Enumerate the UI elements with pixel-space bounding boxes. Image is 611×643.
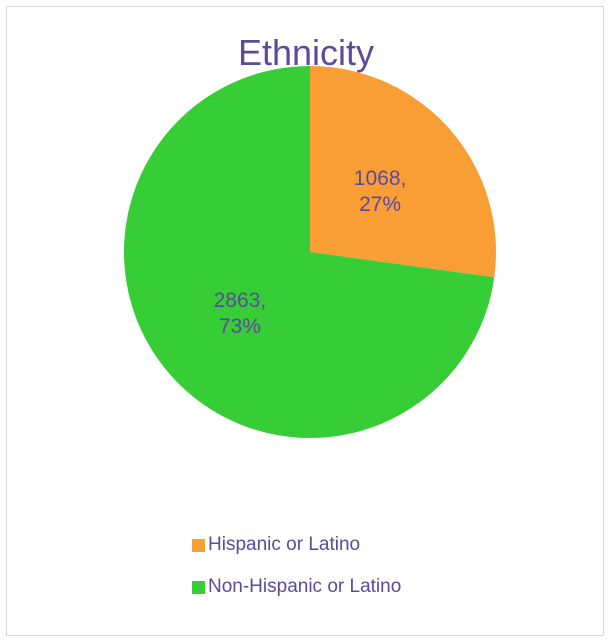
data-label-non-hispanic-value: 2863,: [214, 289, 267, 312]
pie-slice-non-hispanic: [124, 66, 495, 438]
data-label-hispanic-percent: 27%: [359, 193, 401, 216]
legend-label-hispanic: Hispanic or Latino: [208, 534, 361, 555]
legend-item-hispanic: Hispanic or Latino: [192, 533, 401, 557]
chart-title: Ethnicity: [237, 32, 375, 73]
legend-item-non-hispanic: Non-Hispanic or Latino: [192, 575, 401, 599]
legend-swatch-hispanic: [192, 538, 205, 552]
data-label-hispanic-value: 1068,: [354, 167, 407, 190]
legend-label-non-hispanic: Non-Hispanic or Latino: [208, 576, 402, 597]
pie-slice-hispanic: [310, 66, 496, 278]
legend: Hispanic or Latino Non-Hispanic or Latin…: [192, 533, 401, 617]
legend-swatch-non-hispanic: [192, 580, 205, 594]
pie-chart: 1068, 27% 2863, 73%: [124, 66, 496, 438]
data-label-non-hispanic-percent: 73%: [219, 315, 261, 338]
chart-frame: Ethnicity 1068, 27% 2863, 73% Hispanic or L…: [6, 6, 604, 636]
